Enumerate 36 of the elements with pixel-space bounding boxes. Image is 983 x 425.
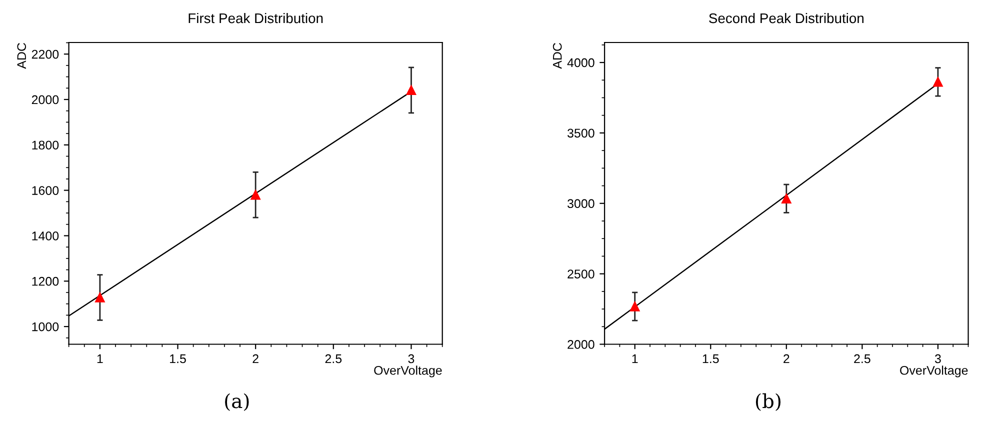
x-tick-label: 2.5 <box>325 354 342 364</box>
y-tick-label: 1000 <box>32 322 59 332</box>
x-tick-label: 3 <box>934 354 941 364</box>
point <box>782 194 792 204</box>
chart-title: First Peak Distribution <box>188 12 323 24</box>
x-axis-title: OverVoltage <box>374 366 442 378</box>
y-tick-label: 2000 <box>568 340 594 349</box>
x-tick-label: 1.5 <box>702 354 719 364</box>
x-tick-label: 1.5 <box>170 354 186 364</box>
x-tick-label: 1 <box>632 354 638 364</box>
text: (b) <box>756 393 780 412</box>
y-tick-label: 2500 <box>568 270 594 278</box>
y-tick-label: 1200 <box>32 276 59 286</box>
point <box>406 85 416 96</box>
y-axis-title: ADC <box>17 42 26 69</box>
x-tick-label: 2 <box>784 354 790 364</box>
y-tick-label: 1600 <box>32 186 59 195</box>
point <box>630 302 640 312</box>
x-tick-label: 1 <box>97 354 103 364</box>
y-tick-label: 4000 <box>567 58 594 68</box>
y-axis-title: ADC <box>552 42 562 69</box>
x-axis-title: OverVoltage <box>900 366 968 378</box>
point <box>95 292 105 302</box>
point <box>250 190 260 200</box>
y-tick-label: 3500 <box>567 128 594 138</box>
x-tick-label: 2 <box>252 354 258 364</box>
x-tick-label: 3 <box>408 354 414 364</box>
y-tick-label: 3000 <box>567 199 594 208</box>
x-tick-label: 2.5 <box>854 354 870 364</box>
y-tick-label: 1400 <box>32 232 59 240</box>
y-tick-label: 1800 <box>32 140 59 150</box>
y-tick-label: 2200 <box>32 50 59 59</box>
y-tick-label: 2000 <box>32 95 59 104</box>
point <box>933 77 943 87</box>
text: (a) <box>225 393 249 412</box>
chart-title: Second Peak Distribution <box>709 12 864 24</box>
